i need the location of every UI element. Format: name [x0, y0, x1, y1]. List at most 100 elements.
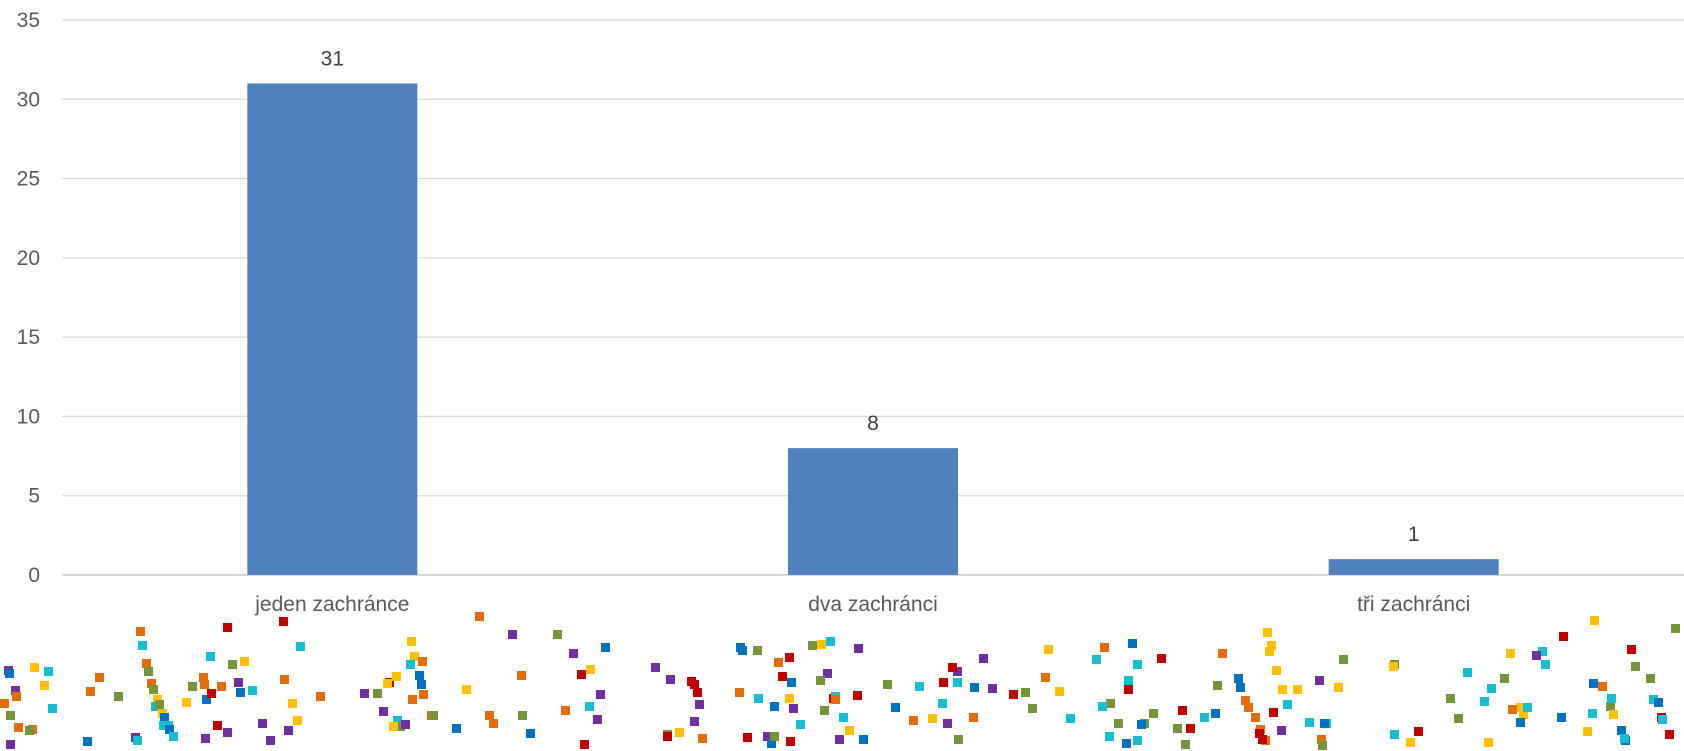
- confetti-square: [853, 691, 862, 700]
- confetti-square: [1606, 702, 1615, 711]
- confetti-square: [410, 652, 419, 661]
- confetti-square: [1200, 713, 1209, 722]
- confetti-square: [40, 681, 49, 690]
- confetti-square: [1516, 718, 1525, 727]
- confetti-square: [778, 672, 787, 681]
- y-tick-label: 20: [17, 247, 40, 270]
- confetti-square: [223, 728, 232, 737]
- confetti-square: [6, 711, 15, 720]
- confetti-square: [735, 688, 744, 697]
- y-axis-tick-labels: 0 5 10 15 20 25 30 35: [17, 9, 40, 587]
- confetti-square: [1133, 660, 1142, 669]
- confetti-square: [789, 704, 798, 713]
- confetti-square: [408, 695, 417, 704]
- confetti-square: [1318, 741, 1327, 750]
- confetti-square: [1098, 702, 1107, 711]
- confetti-square: [266, 736, 275, 745]
- confetti-square: [1627, 645, 1636, 654]
- confetti-square: [217, 682, 226, 691]
- confetti-square: [1557, 713, 1566, 722]
- bar: [247, 83, 418, 575]
- confetti-square: [593, 715, 602, 724]
- confetti-square: [1293, 685, 1302, 694]
- confetti-square: [1178, 706, 1187, 715]
- confetti-square: [508, 630, 517, 639]
- confetti-square: [149, 685, 158, 694]
- confetti-square: [316, 692, 325, 701]
- confetti-square: [223, 623, 232, 632]
- confetti-square: [1122, 739, 1131, 748]
- confetti-square: [429, 711, 438, 720]
- confetti-square: [133, 736, 142, 745]
- confetti-square: [736, 643, 745, 652]
- confetti-square: [485, 711, 494, 720]
- confetti-square: [406, 660, 415, 669]
- confetti-square: [518, 711, 527, 720]
- confetti-square: [1255, 729, 1264, 738]
- confetti-square: [1106, 699, 1115, 708]
- confetti-square: [1258, 735, 1267, 744]
- confetti-square: [248, 686, 257, 695]
- confetti-square: [943, 719, 952, 728]
- confetti-square: [915, 682, 924, 691]
- confetti-square: [1269, 708, 1278, 717]
- confetti-square: [136, 627, 145, 636]
- confetti-square: [1487, 684, 1496, 693]
- confetti-square: [1305, 718, 1314, 727]
- confetti-square: [228, 660, 237, 669]
- confetti-square: [44, 667, 53, 676]
- confetti-square: [774, 658, 783, 667]
- confetti-square: [417, 680, 426, 689]
- confetti-square: [909, 716, 918, 725]
- confetti-square: [693, 688, 702, 697]
- category-label: jeden zachránce: [254, 593, 409, 616]
- confetti-square: [839, 713, 848, 722]
- confetti-square: [1390, 730, 1399, 739]
- confetti-square: [695, 700, 704, 709]
- confetti-square: [144, 667, 153, 676]
- confetti-square: [25, 726, 34, 735]
- confetti-square: [1211, 709, 1220, 718]
- confetti-square: [373, 689, 382, 698]
- confetti-square: [854, 644, 863, 653]
- confetti-square: [743, 733, 752, 742]
- category-label: tři zachránci: [1357, 593, 1470, 616]
- confetti-square: [1028, 704, 1037, 713]
- confetti-square: [953, 678, 962, 687]
- confetti-square: [1124, 685, 1133, 694]
- confetti-square: [1263, 628, 1272, 637]
- confetti-square: [288, 699, 297, 708]
- confetti-square: [938, 699, 947, 708]
- y-tick-label: 15: [17, 326, 40, 349]
- confetti-square: [1181, 740, 1190, 749]
- confetti-square: [1278, 685, 1287, 694]
- confetti-square: [1519, 710, 1528, 719]
- confetti-square: [770, 732, 779, 741]
- confetti-square: [415, 671, 424, 680]
- confetti-square: [200, 680, 209, 689]
- confetti-square: [1484, 738, 1493, 747]
- confetti-square: [1105, 732, 1114, 741]
- confetti-square: [206, 652, 215, 661]
- confetti-square: [690, 717, 699, 726]
- confetti-square: [1244, 703, 1253, 712]
- confetti-square: [1671, 624, 1680, 633]
- confetti-square: [284, 726, 293, 735]
- confetti-square: [1590, 616, 1599, 625]
- confetti-square: [1559, 632, 1568, 641]
- confetti-square: [1320, 719, 1329, 728]
- confetti-square: [396, 722, 405, 731]
- confetti-decoration: [0, 612, 1680, 750]
- confetti-square: [1589, 679, 1598, 688]
- confetti-square: [279, 617, 288, 626]
- confetti-square: [401, 720, 410, 729]
- confetti-square: [392, 672, 401, 681]
- confetti-square: [475, 612, 484, 621]
- y-tick-label: 30: [17, 88, 40, 111]
- confetti-square: [663, 732, 672, 741]
- confetti-square: [202, 695, 211, 704]
- confetti-square: [1389, 662, 1398, 671]
- confetti-square: [1133, 736, 1142, 745]
- confetti-square: [1149, 709, 1158, 718]
- data-labels: 31 8 1: [321, 47, 1420, 546]
